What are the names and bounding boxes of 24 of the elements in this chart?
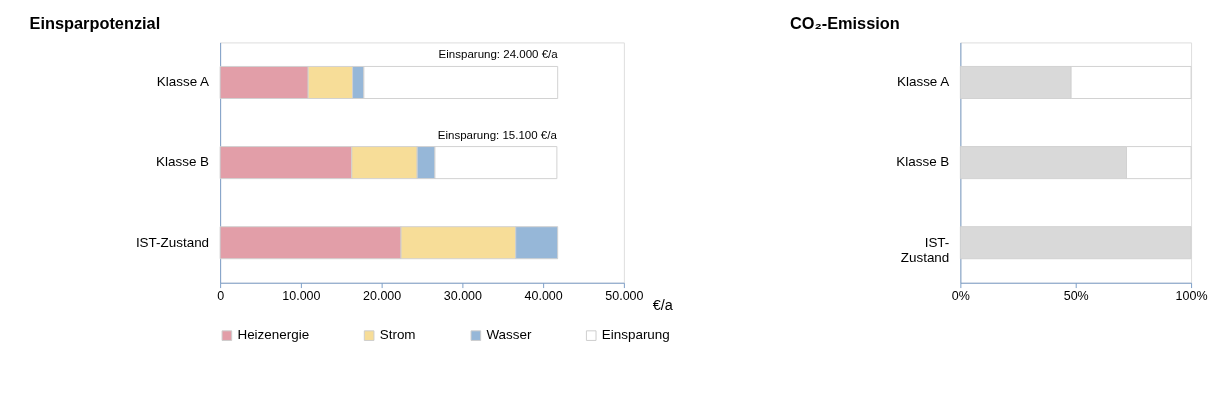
x-tick-label: 50.000 <box>605 288 644 303</box>
chart-title: CO₂-Emission <box>789 13 900 32</box>
legend-label: Heizenergie <box>237 327 310 343</box>
x-tick-label: 40.000 <box>524 288 563 303</box>
y-tick-label: IST- Zustand <box>900 234 950 265</box>
chart-title: Einsparpotenzial <box>29 13 161 32</box>
legend-label: Einsparung <box>601 327 670 343</box>
x-tick-label: 10.000 <box>282 288 321 303</box>
x-tick-label: 20.000 <box>363 288 402 303</box>
legend-label: Strom <box>379 327 416 343</box>
x-tick-label: 50% <box>1063 288 1089 303</box>
y-tick-label: Klasse B <box>156 154 210 170</box>
y-tick-label: IST-Zustand <box>135 234 210 250</box>
y-tick-label: Klasse A <box>897 74 950 90</box>
y-tick-label: Klasse B <box>896 154 950 170</box>
x-tick-label: 0% <box>951 288 970 303</box>
y-tick-label: Klasse A <box>156 74 210 90</box>
annotation: Einsparung: 24.000 €/a <box>438 48 559 61</box>
legend-label: Wasser <box>486 327 532 343</box>
x-axis-title: €/a <box>652 296 674 313</box>
x-tick-label: 0 <box>217 288 225 303</box>
x-tick-label: 100% <box>1175 288 1208 303</box>
x-tick-label: 30.000 <box>443 288 483 303</box>
annotation: Einsparung: 15.100 €/a <box>437 128 558 141</box>
